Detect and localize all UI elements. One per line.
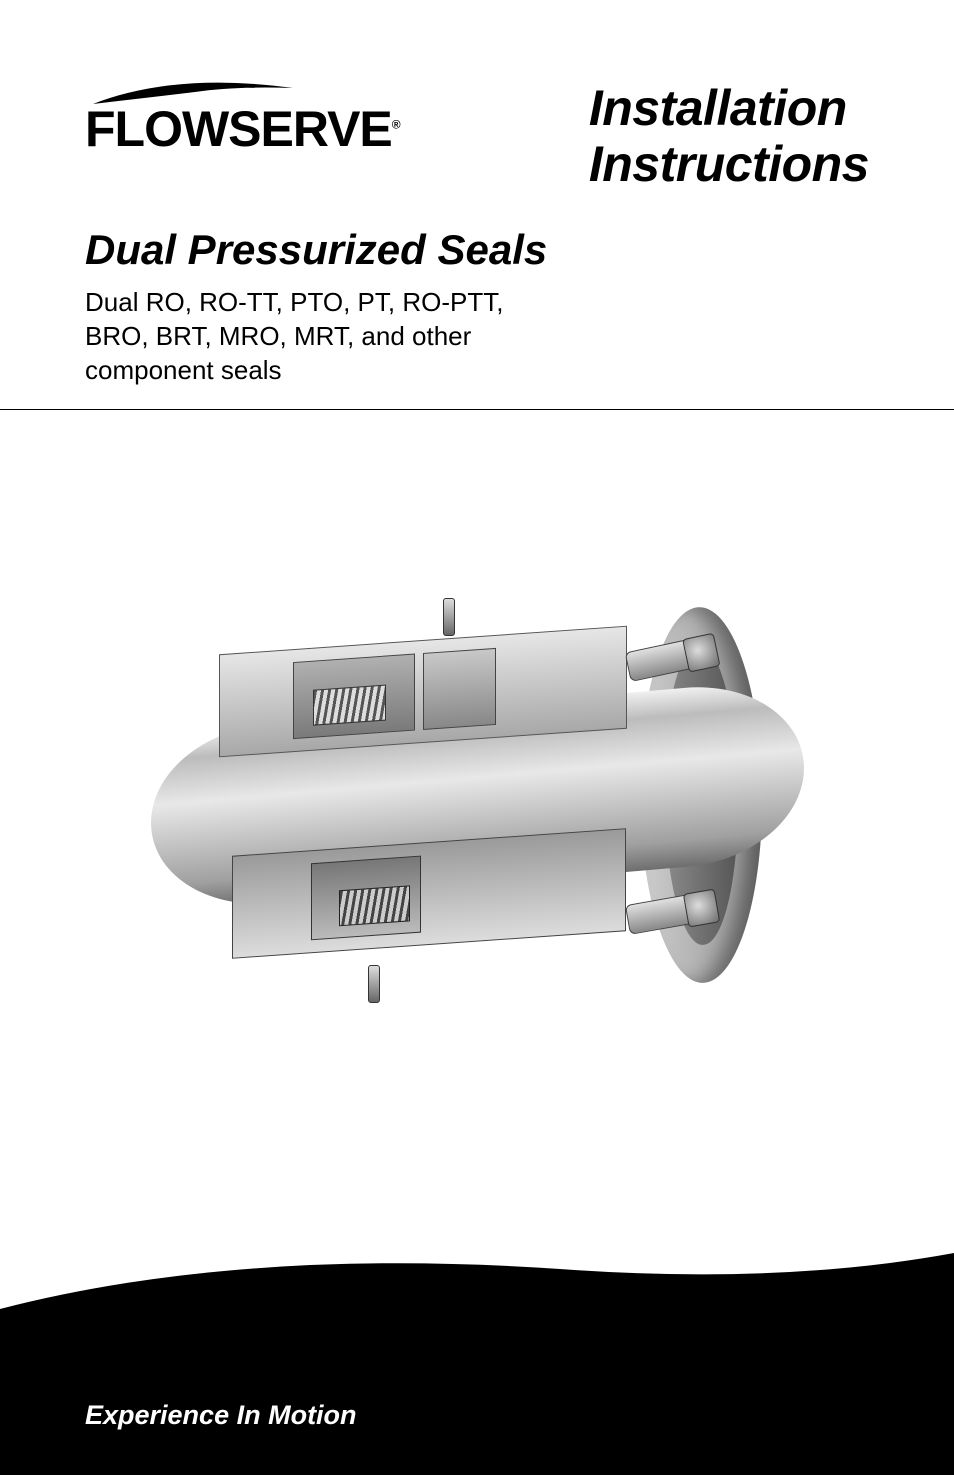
set-screw-top-icon xyxy=(443,598,455,636)
upper-seal-face xyxy=(423,648,496,730)
footer: Experience In Motion xyxy=(0,1315,954,1475)
header-divider xyxy=(0,409,954,410)
footer-wave-icon xyxy=(0,1247,954,1317)
logo-wordmark: FLOWSERVE® xyxy=(85,104,400,154)
hex-nut-icon xyxy=(682,633,720,673)
seal-cutaway-illustration xyxy=(137,560,817,1030)
hex-nut-icon xyxy=(682,888,719,927)
document-title: Installation Instructions xyxy=(589,80,869,192)
subtitle-line-3: component seals xyxy=(85,354,869,388)
logo-text: FLOWSERVE xyxy=(85,101,392,157)
subtitle-line-2: BRO, BRT, MRO, MRT, and other xyxy=(85,320,869,354)
brand-logo: FLOWSERVE® xyxy=(85,80,400,154)
section-heading: Dual Pressurized Seals xyxy=(85,226,869,274)
document-title-line2: Instructions xyxy=(589,136,869,192)
lower-spring-icon xyxy=(339,885,410,926)
section-subtitle: Dual RO, RO-TT, PTO, PT, RO-PTT, BRO, BR… xyxy=(85,286,869,387)
registered-trademark: ® xyxy=(392,117,400,131)
header-row: FLOWSERVE® Installation Instructions xyxy=(85,80,869,192)
product-illustration-area xyxy=(85,560,869,1030)
document-title-line1: Installation xyxy=(589,80,869,136)
upper-spring-icon xyxy=(313,684,386,726)
footer-tagline: Experience In Motion xyxy=(85,1400,357,1431)
subtitle-line-1: Dual RO, RO-TT, PTO, PT, RO-PTT, xyxy=(85,286,869,320)
set-screw-bottom-icon xyxy=(368,965,380,1003)
